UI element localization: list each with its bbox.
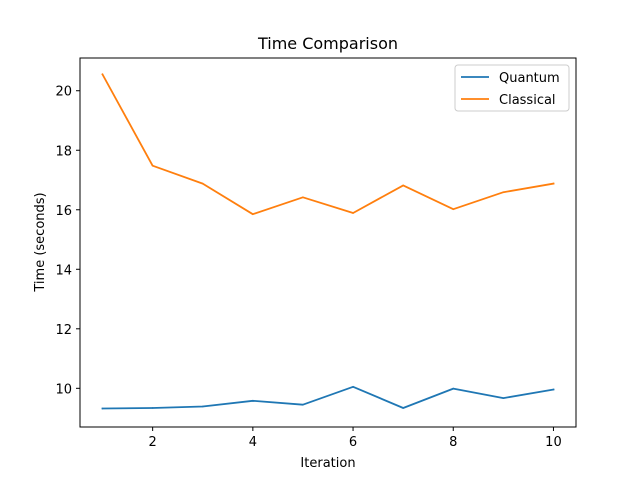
data-point-quantum <box>552 388 555 391</box>
legend-label-classical: Classical <box>499 93 556 108</box>
x-tick-label: 6 <box>349 435 357 450</box>
y-tick-label: 12 <box>55 323 72 338</box>
data-point-classical <box>201 182 204 185</box>
chart-title: Time Comparison <box>257 34 398 53</box>
data-point-classical <box>151 164 154 167</box>
data-point-quantum <box>302 403 304 406</box>
x-axis-label: Iteration <box>300 456 355 471</box>
x-tick-label: 8 <box>449 435 457 450</box>
data-point-quantum <box>402 407 404 409</box>
y-tick-label: 16 <box>55 204 72 219</box>
y-tick-label: 10 <box>55 382 72 397</box>
data-point-classical <box>502 191 505 194</box>
data-point-quantum <box>252 400 254 402</box>
y-tick-label: 18 <box>55 144 72 159</box>
series-line-quantum <box>101 385 555 410</box>
data-point-classical <box>302 196 304 199</box>
data-point-quantum <box>101 407 104 410</box>
data-point-classical <box>452 208 455 210</box>
data-point-classical <box>352 212 354 214</box>
legend: Quantum Classical <box>454 64 570 112</box>
y-axis: 10 12 14 16 18 20 <box>55 85 80 397</box>
data-point-classical <box>101 73 104 76</box>
plot-area <box>101 73 555 410</box>
data-point-quantum <box>452 387 455 390</box>
series-line-classical <box>101 73 555 216</box>
data-point-quantum <box>201 405 204 408</box>
y-tick-label: 20 <box>55 85 72 100</box>
x-tick-label: 4 <box>249 435 257 450</box>
data-point-quantum <box>502 397 505 399</box>
legend-label-quantum: Quantum <box>499 71 560 86</box>
data-point-classical <box>402 184 404 187</box>
plot-frame <box>79 57 577 428</box>
y-tick-label: 14 <box>55 263 72 278</box>
y-axis-label: Time (seconds) <box>33 192 48 292</box>
x-tick-label: 2 <box>149 435 157 450</box>
data-point-quantum <box>151 407 154 409</box>
data-point-quantum <box>352 386 354 388</box>
data-point-classical <box>252 213 254 216</box>
x-tick-label: 10 <box>545 435 562 450</box>
data-point-classical <box>552 182 555 185</box>
x-axis: 2 4 6 8 10 <box>149 427 562 450</box>
